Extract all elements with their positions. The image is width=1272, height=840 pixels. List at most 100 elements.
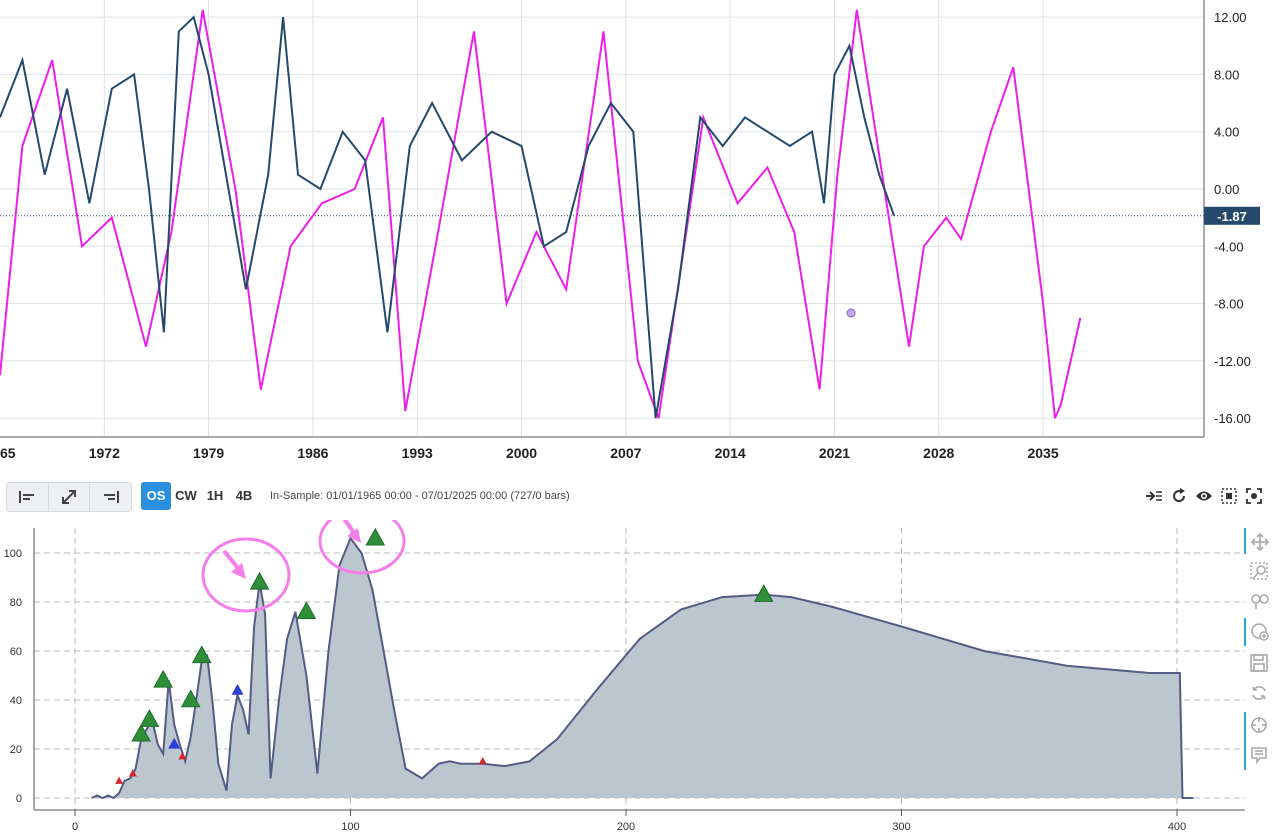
mode-cw-button[interactable]: CW xyxy=(175,488,197,503)
align-right-button[interactable] xyxy=(90,483,131,511)
x-tick-label: 300 xyxy=(892,821,910,833)
cycle-toolbar: OS CW 1H 4B In-Sample: 01/01/1965 00:00 … xyxy=(0,476,1272,516)
wheel-zoom-icon xyxy=(1251,623,1269,641)
spectrum-x-labels: 0 100 200 300 400 xyxy=(72,821,1186,833)
y-tick-label: 20 xyxy=(10,744,22,756)
expand-icon xyxy=(62,490,76,504)
current-value-badge: -1.87 xyxy=(1204,206,1260,225)
peak-marker[interactable] xyxy=(153,669,174,688)
reset-icon xyxy=(1252,686,1266,700)
spectrum-area xyxy=(91,538,1194,798)
crosshair-button[interactable] xyxy=(1251,717,1267,733)
x-tick-label: 1986 xyxy=(297,445,328,461)
y-tick-label: -12.00 xyxy=(1214,354,1251,369)
y-tick-label: 4.00 xyxy=(1214,125,1239,140)
y-tick-label: 0 xyxy=(16,793,22,805)
y-tick-label: 80 xyxy=(10,597,22,609)
move-icon xyxy=(1250,532,1270,552)
x-tick-label: 1972 xyxy=(89,445,120,461)
tooltip-icon xyxy=(1251,747,1267,765)
x-axis-labels: 65 1972 1979 1986 1993 2000 2007 2014 2021 2028 20… xyxy=(0,445,1059,461)
frame-select-button[interactable] xyxy=(1219,486,1239,506)
y-axis-labels: 12.00 8.00 4.00 0.00 -4.00 -8.00 -12.00 -16.00 xyxy=(1214,10,1251,426)
crosshair-icon xyxy=(1251,717,1267,733)
spectrum-y-labels: 0 20 40 60 80 100 xyxy=(4,548,22,805)
mode-4b-button[interactable]: 4B xyxy=(235,488,253,503)
indent-button[interactable] xyxy=(1144,486,1164,506)
zoom-button-group xyxy=(6,482,132,512)
y-tick-label: 8.00 xyxy=(1214,67,1239,82)
peak-markers xyxy=(115,527,774,784)
cycle-spectrum-chart[interactable]: 0 20 40 60 80 100 0 100 200 300 400 xyxy=(0,520,1272,840)
x-tick-label: 1979 xyxy=(193,445,224,461)
peak-marker[interactable] xyxy=(249,571,270,590)
x-tick-label: 2021 xyxy=(819,445,850,461)
peak-marker[interactable] xyxy=(139,709,160,727)
mode-os-button[interactable]: OS xyxy=(141,482,171,510)
x-tick-label: 1993 xyxy=(402,445,433,461)
x-tick-label: 100 xyxy=(341,821,359,833)
lasso-icon xyxy=(1251,594,1269,609)
zoom-box-button[interactable] xyxy=(1250,562,1268,580)
price-cycle-chart[interactable]: 12.008.004.000.00-4.00-8.00-12.00-16.00 … xyxy=(0,0,1272,468)
reset-button[interactable] xyxy=(1252,686,1266,700)
screenshot-icon xyxy=(1246,488,1262,504)
screenshot-button[interactable] xyxy=(1244,486,1264,506)
expand-button[interactable] xyxy=(49,483,91,511)
peak-marker[interactable] xyxy=(168,737,181,749)
peak-marker[interactable] xyxy=(478,757,487,765)
x-tick-label: 2007 xyxy=(610,445,641,461)
align-left-button[interactable] xyxy=(7,483,49,511)
align-left-icon xyxy=(19,491,35,503)
refresh-button[interactable] xyxy=(1169,486,1189,506)
x-tick-label: 2035 xyxy=(1027,445,1058,461)
pan-button[interactable] xyxy=(1250,532,1270,552)
eye-icon xyxy=(1196,491,1212,501)
y-tick-label: 100 xyxy=(4,548,22,560)
visibility-button[interactable] xyxy=(1194,486,1214,506)
peak-marker[interactable] xyxy=(296,601,317,620)
save-button[interactable] xyxy=(1250,654,1268,672)
y-tick-label: 40 xyxy=(10,695,22,707)
save-icon xyxy=(1250,654,1268,672)
top-grid xyxy=(0,0,1204,437)
y-tick-label: 60 xyxy=(10,646,22,658)
hover-tooltip-button[interactable] xyxy=(1251,747,1267,765)
x-tick-label: 65 xyxy=(0,445,16,461)
peak-marker[interactable] xyxy=(131,723,151,742)
x-tick-label: 0 xyxy=(72,821,78,833)
y-tick-label: 0.00 xyxy=(1214,182,1239,197)
x-tick-label: 2014 xyxy=(715,445,746,461)
peak-marker[interactable] xyxy=(365,527,386,546)
refresh-icon xyxy=(1173,488,1186,503)
peak-marker[interactable] xyxy=(115,776,124,784)
price-series xyxy=(0,15,896,419)
peak-marker[interactable] xyxy=(753,584,774,602)
zoom-icon xyxy=(1250,562,1268,580)
y-tick-label: -8.00 xyxy=(1214,297,1244,312)
x-tick-label: 400 xyxy=(1168,821,1186,833)
x-tick-label: 2000 xyxy=(506,445,537,461)
peak-marker[interactable] xyxy=(180,689,201,708)
peak-marker[interactable] xyxy=(231,683,244,695)
peak-marker[interactable] xyxy=(178,752,187,760)
indent-icon xyxy=(1146,491,1162,501)
highlight-annotation-2 xyxy=(318,520,406,575)
peak-marker[interactable] xyxy=(191,645,212,664)
cycle-cursor-point[interactable] xyxy=(846,308,856,318)
x-tick-label: 2028 xyxy=(923,445,954,461)
y-tick-label: -4.00 xyxy=(1214,239,1244,254)
x-tick-label: 200 xyxy=(617,821,635,833)
cycle-series xyxy=(0,9,1082,419)
lasso-button[interactable] xyxy=(1251,594,1269,609)
mode-1h-button[interactable]: 1H xyxy=(206,488,224,503)
side-toolbar xyxy=(1244,528,1270,770)
in-sample-range: In-Sample: 01/01/1965 00:00 - 07/01/2025… xyxy=(270,490,570,502)
wheel-zoom-button[interactable] xyxy=(1251,623,1269,641)
y-tick-label: 12.00 xyxy=(1214,10,1247,25)
frame-select-icon xyxy=(1221,488,1237,504)
current-value-label: -1.87 xyxy=(1217,209,1247,224)
align-right-icon xyxy=(103,491,119,503)
y-tick-label: -16.00 xyxy=(1214,411,1251,426)
peak-marker[interactable] xyxy=(128,769,137,777)
